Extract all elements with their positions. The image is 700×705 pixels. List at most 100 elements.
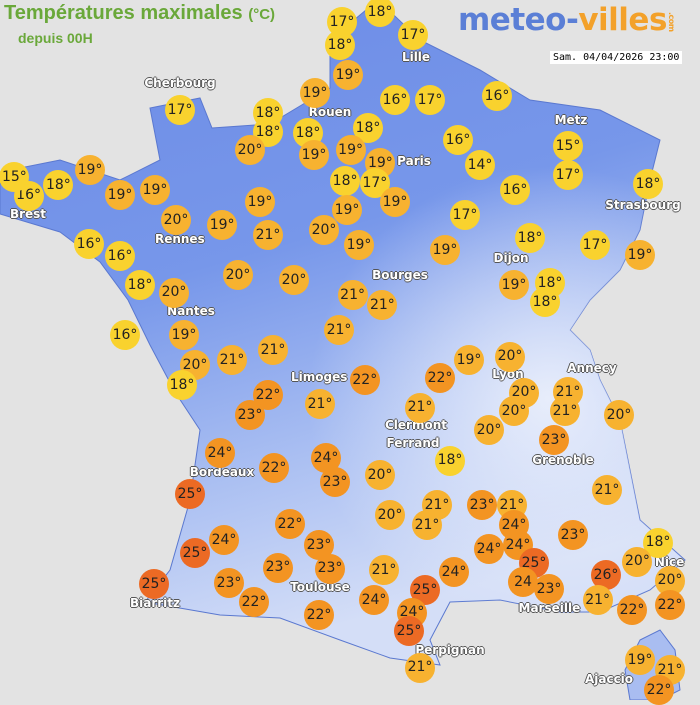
temperature-marker[interactable]: 18°: [43, 170, 74, 200]
temperature-marker[interactable]: 24: [508, 567, 538, 597]
temperature-marker[interactable]: 18°: [125, 270, 155, 300]
temperature-marker[interactable]: 24°: [474, 534, 504, 564]
temperature-marker[interactable]: 21°: [550, 396, 580, 426]
temperature-marker[interactable]: 24°: [359, 585, 389, 615]
temperature-marker[interactable]: 24°: [209, 525, 239, 555]
temperature-marker[interactable]: 21°: [405, 392, 435, 423]
temperature-marker[interactable]: 25°: [175, 479, 205, 509]
temperature-marker[interactable]: 25°: [139, 569, 169, 600]
temperature-marker[interactable]: 19°: [332, 195, 362, 225]
temperature-marker[interactable]: 20°: [474, 415, 504, 445]
temperature-marker[interactable]: 20°: [499, 396, 529, 427]
temperature-marker[interactable]: 20°: [161, 205, 191, 236]
temperature-marker[interactable]: 18°: [365, 0, 395, 27]
temperature-marker[interactable]: 22°: [239, 587, 269, 617]
temperature-marker[interactable]: 16°: [500, 175, 530, 205]
temperature-marker[interactable]: 19°: [75, 155, 105, 185]
temperature-marker[interactable]: 19°: [169, 320, 199, 350]
temperature-marker[interactable]: 21°: [305, 389, 335, 419]
temperature-marker[interactable]: 22°: [304, 600, 334, 630]
temperature-marker[interactable]: 19°: [344, 230, 374, 260]
temperature-marker[interactable]: 23°: [263, 552, 293, 583]
temperature-marker[interactable]: 18°: [253, 117, 283, 147]
temperature-marker[interactable]: 23°: [558, 520, 588, 550]
temperature-marker[interactable]: 23°: [235, 400, 265, 430]
temperature-marker[interactable]: 20°: [365, 460, 395, 490]
temperature-marker[interactable]: 17°: [450, 200, 480, 230]
temperature-marker[interactable]: 21°: [258, 335, 288, 365]
temperature-marker[interactable]: 18°: [330, 166, 361, 196]
temperature-marker[interactable]: 17°: [580, 230, 610, 260]
temperature-marker[interactable]: 21°: [337, 280, 368, 310]
temperature-marker[interactable]: 22°: [655, 590, 685, 620]
temperature-marker[interactable]: 22°: [349, 365, 380, 395]
temperature-marker[interactable]: 15°: [0, 162, 30, 193]
temperature-marker[interactable]: 23°: [539, 425, 569, 455]
temperature-marker[interactable]: 19°: [335, 135, 366, 165]
temperature-marker[interactable]: 19°: [300, 78, 330, 109]
temperature-marker[interactable]: 24°: [205, 438, 235, 469]
temperature-marker[interactable]: 25°: [394, 616, 424, 647]
temperature-marker[interactable]: 22°: [644, 675, 674, 705]
temperature-marker[interactable]: 20°: [223, 260, 253, 290]
temperature-marker[interactable]: 19°: [245, 187, 275, 217]
temperature-marker[interactable]: 25°: [180, 538, 210, 568]
temperature-marker[interactable]: 19°: [380, 187, 410, 217]
temperature-marker[interactable]: 24°: [439, 557, 469, 587]
temperature-marker[interactable]: 18°: [530, 287, 560, 317]
temperature-marker[interactable]: 18°: [515, 223, 545, 253]
temperature-marker[interactable]: 19°: [430, 235, 460, 265]
temperature-marker[interactable]: 19°: [299, 140, 329, 170]
temperature-marker[interactable]: 20°: [655, 565, 685, 596]
temperature-marker[interactable]: 14°: [465, 150, 495, 180]
temperature-marker[interactable]: 16°: [380, 85, 410, 115]
temperature-marker[interactable]: 16°: [110, 320, 140, 350]
temperature-marker[interactable]: 21°: [253, 220, 283, 250]
temperature-marker[interactable]: 21°: [592, 475, 622, 505]
temperature-marker[interactable]: 16°: [443, 125, 473, 155]
temperature-marker[interactable]: 21°: [582, 585, 613, 615]
temperature-marker[interactable]: 21°: [217, 345, 247, 375]
temperature-marker[interactable]: 18°: [633, 169, 663, 199]
temperature-marker[interactable]: 19°: [333, 60, 363, 90]
temperature-marker[interactable]: 19°: [105, 180, 135, 210]
temperature-marker[interactable]: 18°: [435, 445, 465, 476]
temperature-marker[interactable]: 17°: [415, 85, 445, 115]
temperature-marker[interactable]: 19°: [625, 240, 655, 270]
temperature-marker[interactable]: 23°: [315, 553, 345, 584]
temperature-marker[interactable]: 17°: [165, 95, 195, 125]
temperature-marker[interactable]: 22°: [259, 453, 289, 483]
temperature-marker[interactable]: 22°: [617, 595, 647, 625]
temperature-marker[interactable]: 23°: [467, 490, 498, 520]
temperature-marker[interactable]: 20°: [235, 135, 265, 165]
temperature-marker[interactable]: 20°: [622, 546, 653, 577]
temperature-marker[interactable]: 17°: [553, 160, 583, 190]
meteo-villes-logo[interactable]: meteo-villes.com: [458, 2, 676, 38]
temperature-marker[interactable]: 16°: [482, 81, 512, 111]
temperature-marker[interactable]: 19°: [454, 345, 484, 375]
temperature-marker[interactable]: 20°: [309, 215, 339, 245]
temperature-marker[interactable]: 18°: [325, 30, 355, 60]
temperature-marker[interactable]: 19°: [207, 210, 238, 240]
temperature-marker[interactable]: 19°: [499, 270, 529, 300]
temperature-marker[interactable]: 15°: [553, 131, 583, 161]
temperature-marker[interactable]: 22°: [275, 509, 305, 539]
temperature-marker[interactable]: 21°: [412, 510, 442, 540]
temperature-marker[interactable]: 16°: [105, 241, 135, 271]
temperature-marker[interactable]: 16°: [74, 229, 104, 259]
temperature-marker[interactable]: 19°: [140, 175, 170, 205]
temperature-marker[interactable]: 18°: [167, 370, 197, 400]
temperature-marker[interactable]: 20°: [159, 277, 189, 308]
temperature-marker[interactable]: 20°: [375, 500, 405, 530]
temperature-marker[interactable]: 21°: [324, 315, 354, 345]
temperature-marker[interactable]: 20°: [279, 265, 309, 295]
temperature-marker[interactable]: 20°: [180, 350, 210, 380]
temperature-marker[interactable]: 23°: [214, 568, 244, 598]
temperature-marker[interactable]: 23°: [320, 467, 350, 497]
temperature-marker[interactable]: 21°: [369, 555, 399, 585]
temperature-marker[interactable]: 21°: [367, 290, 398, 320]
temperature-marker[interactable]: 21°: [405, 652, 435, 683]
temperature-marker[interactable]: 22°: [425, 363, 455, 393]
temperature-marker[interactable]: 23°: [534, 574, 564, 605]
temperature-marker[interactable]: 20°: [495, 341, 525, 372]
